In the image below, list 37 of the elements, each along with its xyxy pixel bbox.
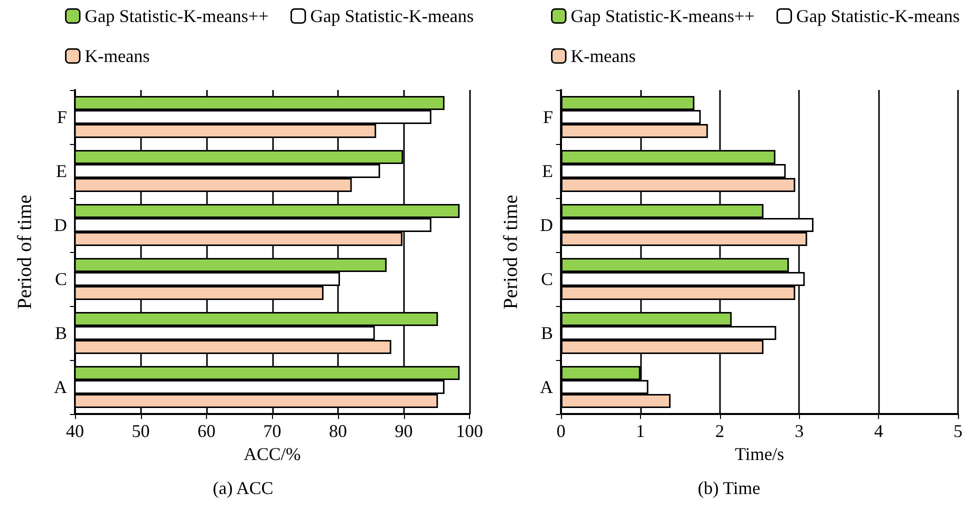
y-tick-label: E <box>542 161 553 181</box>
x-tick-label: 1 <box>636 421 645 441</box>
y-tick-label: F <box>542 107 553 127</box>
x-tick-label: 70 <box>263 421 282 441</box>
x-tick-label: 50 <box>132 421 150 441</box>
legend-label: Gap Statistic-K-means++ <box>570 6 755 26</box>
y-tick-label: A <box>540 377 553 397</box>
x-axis-title: Time/s <box>734 444 784 464</box>
x-tick-label: 2 <box>715 421 724 441</box>
x-tick-label: 0 <box>556 421 566 441</box>
x-tick-label: 4 <box>874 421 884 441</box>
x-tick-label: 60 <box>198 421 216 441</box>
legend-label: Gap Statistic-K-means <box>310 6 474 26</box>
y-tick-label: B <box>540 323 553 343</box>
x-tick-label: 5 <box>954 421 962 441</box>
x-tick-label: 40 <box>66 421 84 441</box>
y-tick-label: D <box>54 215 67 235</box>
x-tick-label: 3 <box>794 421 804 441</box>
x-axis-title: ACC/% <box>244 444 301 464</box>
legend-label: K-means <box>84 46 150 66</box>
y-tick-label: B <box>54 323 67 343</box>
y-axis-title: Period of time <box>500 194 522 310</box>
y-axis-title: Period of time <box>14 194 36 310</box>
y-tick-label: D <box>540 215 553 235</box>
y-tick-label: C <box>540 269 553 289</box>
x-tick-label: 100 <box>456 421 483 441</box>
legend-label: Gap Statistic-K-means <box>796 6 960 26</box>
y-tick-label: A <box>54 377 67 397</box>
legend-label: K-means <box>570 46 636 66</box>
legend-label: Gap Statistic-K-means++ <box>84 6 269 26</box>
y-tick-label: E <box>56 161 67 181</box>
y-tick-label: F <box>56 107 67 127</box>
text: (b) Time <box>698 478 760 498</box>
text: (a) ACC <box>212 478 274 498</box>
y-tick-label: C <box>54 269 67 289</box>
x-tick-label: 90 <box>394 421 413 441</box>
x-tick-label: 80 <box>329 421 347 441</box>
